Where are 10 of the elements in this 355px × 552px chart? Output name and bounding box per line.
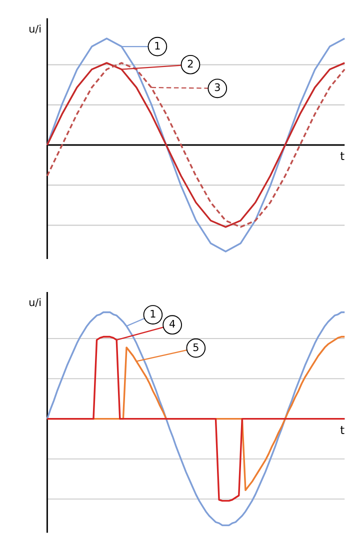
annotation: 4: [169, 318, 176, 331]
x-axis-title: t: [340, 422, 346, 437]
annotation: 2: [187, 58, 194, 70]
annotation: 3: [214, 82, 221, 94]
annotation: 5: [192, 342, 200, 354]
annotation: 1: [154, 40, 161, 52]
x-axis-title: t: [340, 149, 346, 164]
y-axis-title: u/i: [28, 297, 42, 310]
y-axis-title: u/i: [28, 23, 42, 36]
annotation: 1: [150, 308, 156, 321]
